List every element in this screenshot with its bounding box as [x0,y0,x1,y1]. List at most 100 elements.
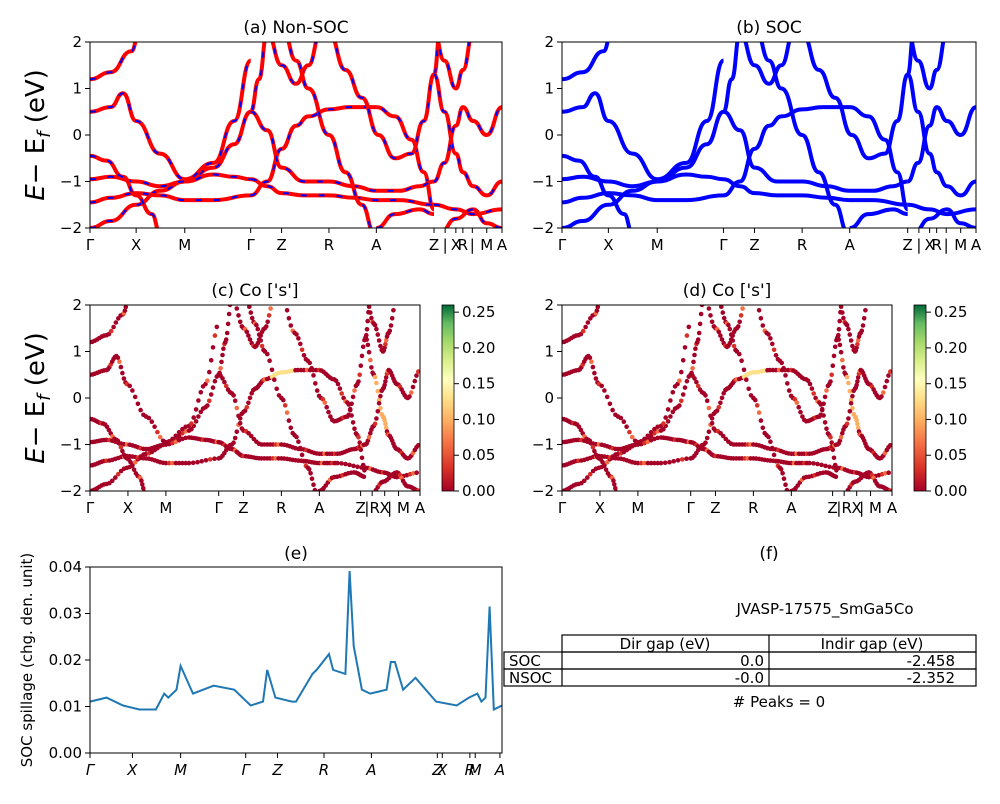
colorbar-tick-label: 0.00 [934,482,967,500]
band-point [737,319,742,325]
band-point [123,305,129,310]
band-point [679,369,684,375]
soc-band-overlay [433,203,502,216]
band-point [882,384,888,390]
x-tick-label: | [944,236,949,254]
band-point [771,452,777,458]
nonsoc-band [90,42,138,82]
band-point [655,460,660,466]
band-point [615,492,620,497]
band-point [624,424,629,430]
x-tick-label: Γ [86,761,96,779]
band-point [337,386,343,391]
band-point [366,299,371,304]
band-point [670,409,676,415]
band-point [614,489,619,491]
x-tick-label: X [924,236,934,254]
band-point [152,424,157,430]
band-point [368,310,373,315]
band-point [409,390,414,395]
band-point [598,294,603,299]
band-point [718,400,723,406]
band-point [210,385,216,390]
band-point [195,459,200,465]
soc-band-overlay [433,73,502,197]
band-point [365,318,371,324]
band-point [760,323,766,328]
band-point [199,459,204,464]
band-point [739,358,744,364]
band-point [352,388,357,393]
band-point [294,434,299,440]
soc-band [562,191,724,205]
soc-band-overlay [90,192,251,204]
band-point [855,337,861,343]
band-point [307,360,313,366]
x-tick-label: M [651,236,664,254]
band-point [731,343,737,349]
band-point [850,393,855,399]
y-tick-label: 0.02 [49,651,82,669]
band-point [863,308,868,313]
x-tick-label: Γ [247,236,256,254]
band-point [675,458,681,463]
band-point [140,482,145,487]
x-tick-label: Γ [242,761,252,779]
band-point [306,467,312,472]
band-point [661,421,666,426]
band-point [309,365,314,371]
band-point [694,379,699,385]
band-point [675,381,680,387]
band-point [113,475,118,480]
band-point [352,426,357,432]
band-point [170,460,175,466]
band-point [635,460,641,466]
band-point [311,482,316,488]
band-point [768,336,773,341]
band-point [680,392,686,397]
band-point [224,330,230,336]
soc-band-overlay [433,106,502,183]
band-point [207,369,212,375]
band-point [227,305,233,308]
band-point [809,386,815,391]
y-tick-label: 1 [72,343,82,361]
band-point [296,336,301,341]
band-point [838,349,844,355]
ylabel-spillage: SOC spillage (chg. den. unit) [18,553,36,768]
band-point [369,365,374,370]
band-point [232,435,238,441]
band-point [613,486,618,491]
band-point [324,404,330,410]
band-point [121,376,127,381]
band-point [888,488,892,491]
band-point [248,310,254,315]
band-point [131,467,137,473]
x-tick-label: Z [903,236,913,254]
band-point [698,311,704,317]
colorbar-tick-label: 0.20 [934,339,967,357]
x-tick-label: A [971,236,982,254]
x-tick-label: A [371,236,382,254]
band-point [847,332,853,337]
band-point [378,393,383,399]
band-point [821,401,826,407]
band-point [301,353,307,358]
nonsoc-band [90,172,251,189]
soc-band [723,177,908,207]
band-point [855,425,861,431]
band-point [692,352,697,358]
band-point [225,321,231,327]
y-tick-label: −1 [60,436,82,454]
band-point [832,344,838,350]
band-point [205,378,210,384]
band-point [766,332,771,337]
band-point [837,438,843,444]
colorbar-tick-label: 0.10 [934,410,967,428]
band-point [778,467,784,472]
band-point [347,407,353,413]
band-point [375,332,381,337]
band-point [766,434,771,440]
band-point [838,305,844,309]
